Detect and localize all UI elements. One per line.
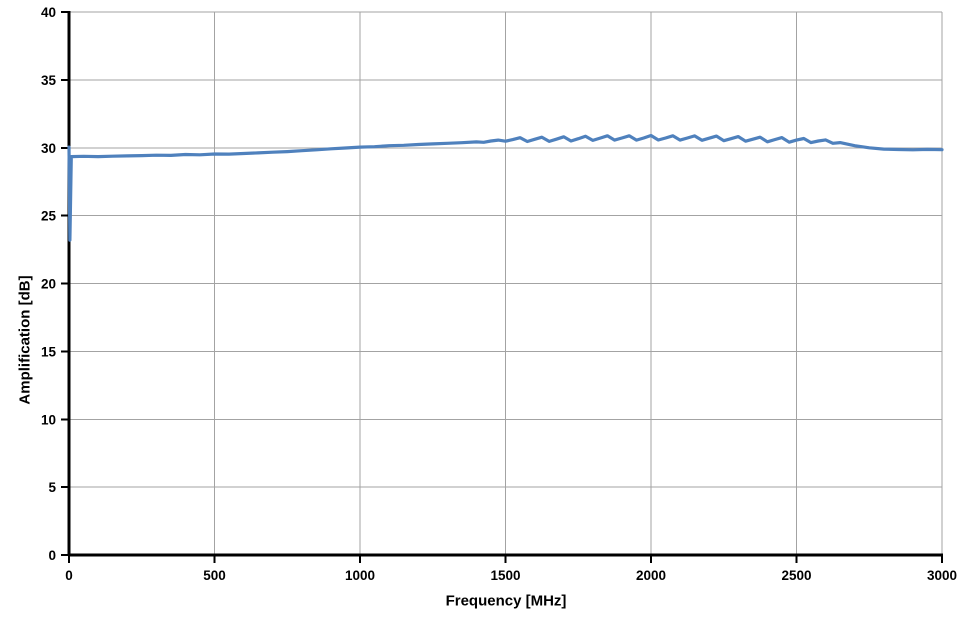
y-tick-label: 20 bbox=[41, 277, 56, 292]
y-tick-label: 40 bbox=[41, 5, 56, 20]
x-tick-label: 1500 bbox=[490, 568, 520, 583]
y-tick-label: 30 bbox=[41, 141, 56, 156]
x-tick-label: 2000 bbox=[636, 568, 666, 583]
y-tick-label: 35 bbox=[41, 73, 57, 88]
x-tick-label: 500 bbox=[203, 568, 226, 583]
amplification-line bbox=[67, 133, 944, 242]
y-tick-label: 5 bbox=[48, 480, 56, 495]
y-tick-label: 10 bbox=[41, 412, 56, 427]
y-tick-label: 15 bbox=[41, 344, 57, 359]
x-axis-title: Frequency [MHz] bbox=[445, 592, 567, 610]
y-tick-label: 25 bbox=[41, 209, 57, 224]
x-tick-label: 2500 bbox=[781, 568, 811, 583]
x-tick-label: 0 bbox=[65, 568, 73, 583]
y-axis-title: Amplification [dB] bbox=[16, 275, 34, 405]
x-tick-label: 1000 bbox=[345, 568, 375, 583]
y-tick-label: 0 bbox=[48, 548, 56, 563]
x-tick-label: 3000 bbox=[927, 568, 957, 583]
